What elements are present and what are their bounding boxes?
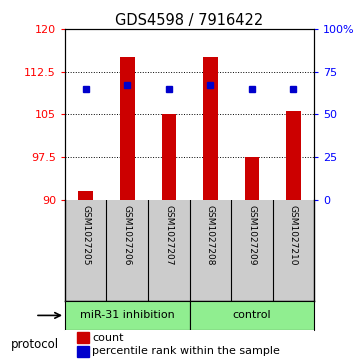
- Title: GDS4598 / 7916422: GDS4598 / 7916422: [116, 13, 264, 28]
- Bar: [203, 57, 218, 200]
- Text: GSM1027209: GSM1027209: [247, 205, 256, 265]
- Bar: [78, 191, 93, 200]
- Text: count: count: [92, 333, 124, 343]
- Text: percentile rank within the sample: percentile rank within the sample: [92, 346, 280, 356]
- Bar: [190, 301, 314, 330]
- Bar: [120, 57, 135, 200]
- Text: protocol: protocol: [11, 338, 59, 351]
- Bar: [244, 157, 259, 200]
- Text: miR-31 inhibition: miR-31 inhibition: [80, 310, 175, 321]
- Bar: [77, 346, 89, 357]
- Text: GSM1027206: GSM1027206: [123, 205, 132, 265]
- Text: GSM1027205: GSM1027205: [81, 205, 90, 265]
- Text: control: control: [232, 310, 271, 321]
- Text: GSM1027207: GSM1027207: [164, 205, 173, 265]
- Bar: [286, 111, 301, 200]
- Bar: [77, 332, 89, 343]
- Bar: [161, 114, 176, 200]
- Text: GSM1027210: GSM1027210: [289, 205, 298, 265]
- Bar: [65, 301, 190, 330]
- Text: GSM1027208: GSM1027208: [206, 205, 215, 265]
